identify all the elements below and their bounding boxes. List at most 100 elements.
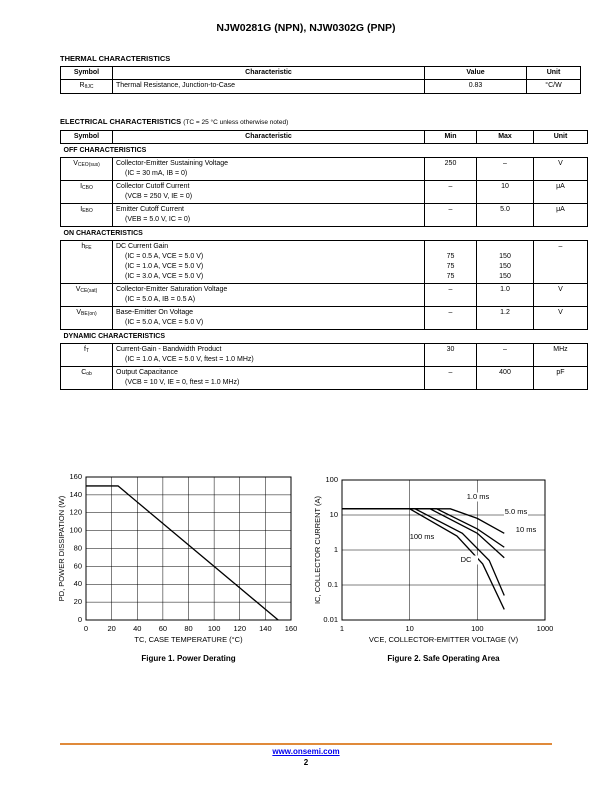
column-header: Characteristic [112,130,425,144]
figure-caption: Figure 2. Safe Operating Area [387,654,500,663]
y-tick-label: 120 [69,508,82,517]
characteristic: Thermal Resistance, Junction-to-Case [112,79,425,94]
max-cell: 5.0 [476,203,534,227]
min: 250 [444,160,457,167]
characteristic: Emitter Cutoff Current [116,206,184,213]
symbol-cell: VCEO(sus) [60,157,113,181]
min-cell: – [424,203,477,227]
max: 5.0 [500,206,510,213]
x-tick-label: 60 [159,624,167,633]
min: – [448,309,453,316]
condition: (IC = 0.5 A, VCE = 5.0 V) [125,253,204,260]
min: – [448,286,453,293]
x-axis-label: VCE, COLLECTOR-EMITTER VOLTAGE (V) [369,635,519,644]
y-axis-label: PD, POWER DISSIPATION (W) [57,495,66,601]
unit: μA [533,180,588,204]
section-title: OFF CHARACTERISTICS [60,143,588,158]
series-line [342,508,505,610]
min: 75 [446,263,455,270]
y-tick-label: 1 [334,545,338,554]
electrical-table: Symbol Characteristic Min Max Unit OFF CHARAC… [60,130,588,390]
symbol: C [81,369,87,376]
symbol-cell: VCE(sat) [60,283,113,307]
max-cell: 150 150 150 [476,240,534,284]
max-cell: – [476,157,534,181]
min: – [448,206,453,213]
footer-url[interactable]: www.onsemi.com [272,747,340,756]
y-tick-label: 100 [325,475,338,484]
y-tick-label: 0.01 [323,615,338,624]
max-cell: 1.0 [476,283,534,307]
characteristic-cell: Collector-Emitter Saturation Voltage (IC … [112,283,425,307]
column-header: Unit [526,66,581,80]
electrical-heading: ELECTRICAL CHARACTERISTICS (TC = 25 °C u… [60,117,288,126]
column-header: Value [424,66,527,80]
thermal-table: Symbol Characteristic Value Unit RθJC Thermal… [60,66,581,94]
symbol-sub: BE(on) [81,311,97,317]
min: – [448,369,453,376]
max: 1.2 [500,309,510,316]
x-tick-label: 40 [133,624,141,633]
header-row: Symbol Characteristic Value Unit [60,66,581,80]
label-bg [504,507,528,517]
min: – [448,183,453,190]
row: VBE(on) Base-Emitter On Voltage (IC = 5.0 … [60,306,588,330]
characteristic: Current-Gain - Bandwidth Product [116,346,222,353]
column-header: Max [476,130,534,144]
row: ICBO Collector Cutoff Current (VCB = 250 V… [60,180,588,204]
condition: (IC = 30 mA, IB = 0) [125,170,188,177]
series-line [342,508,505,596]
min-cell: 30 [424,343,477,367]
max: 150 [499,263,511,270]
series-line [86,485,279,621]
series-label: 100 ms [410,532,435,541]
row: VCE(sat) Collector-Emitter Saturation Vol… [60,283,588,307]
symbol: I [80,206,83,213]
figure-caption: Figure 1. Power Derating [141,654,235,663]
characteristic: DC Current Gain [116,243,169,250]
symbol: V [75,286,81,293]
min-cell: 75 75 75 [424,240,477,284]
max-cell: 10 [476,180,534,204]
figures: 0 20 40 60 80 100 120 140 160 0 20 40 60 80 100 120 140 1… [57,472,554,663]
thermal-title: THERMAL CHARACTERISTICS [60,54,171,63]
unit: pF [533,366,588,390]
max-cell: 400 [476,366,534,390]
row: IEBO Emitter Cutoff Current (VEB = 5.0 V, … [60,203,588,227]
symbol: V [73,160,78,167]
min-cell: – [424,283,477,307]
symbol-cell: ICBO [60,180,113,204]
y-tick-label: 80 [74,543,82,552]
series-label: 5.0 ms [505,507,528,516]
plot-frame [341,479,546,621]
page-number: 2 [303,758,309,767]
min: 75 [446,273,455,280]
x-tick-label: 1 [340,624,344,633]
y-tick-label: 40 [74,579,82,588]
y-tick-label: 140 [69,490,82,499]
symbol-cell: fT [60,343,113,367]
electrical-title: ELECTRICAL CHARACTERISTICS [60,117,182,126]
plot-frame [85,476,292,621]
characteristic: Output Capacitance [116,369,178,376]
spacer [480,242,530,252]
x-tick-label: 1000 [537,624,554,633]
section-row: OFF CHARACTERISTICS [60,143,588,158]
x-tick-label: 0 [84,624,88,633]
unit: V [533,306,588,330]
characteristic-cell: Collector Cutoff Current (VCB = 250 V, IE… [112,180,425,204]
unit: V [533,283,588,307]
label-bg [454,555,478,565]
header-row: Symbol Characteristic Min Max Unit [60,130,588,144]
y-tick-label: 0.1 [328,580,338,589]
x-tick-label: 20 [107,624,115,633]
section-title: DYNAMIC CHARACTERISTICS [60,329,588,344]
symbol-sub: FE [85,245,92,251]
symbol: f [83,346,86,353]
characteristic-cell: Output Capacitance (VCB = 10 V, IE = 0, f… [112,366,425,390]
symbol-cell: Cob [60,366,113,390]
x-tick-label: 80 [184,624,192,633]
symbol-sub: ob [86,371,92,377]
symbol-sub: θJC [84,84,94,90]
symbol: R [79,82,85,89]
